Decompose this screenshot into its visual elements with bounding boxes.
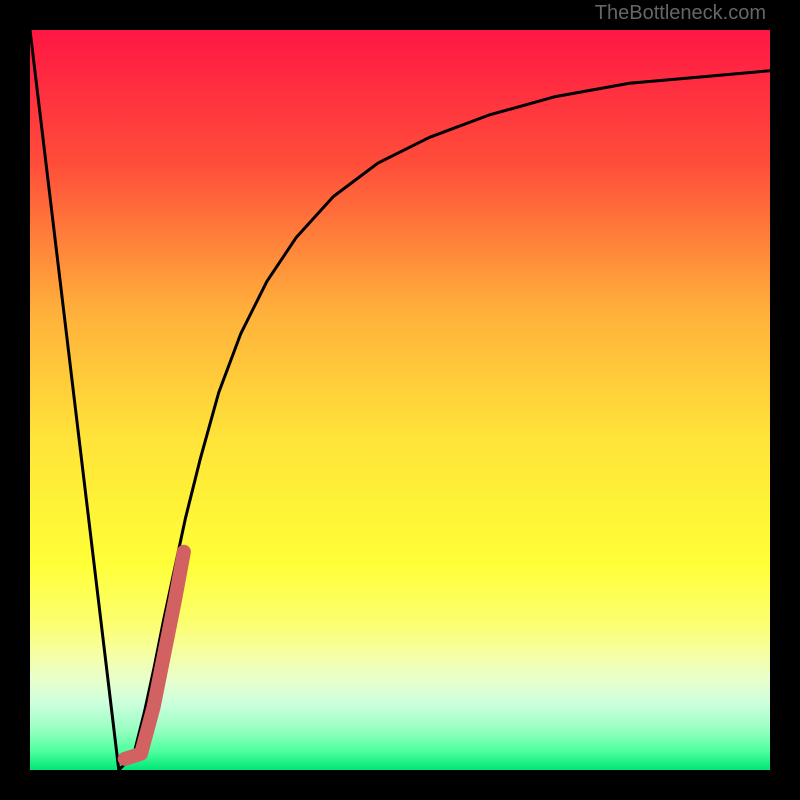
plot-area — [30, 30, 770, 770]
highlight-curve — [125, 552, 184, 759]
watermark-text: TheBottleneck.com — [595, 2, 766, 25]
curve-layer — [30, 30, 770, 770]
bottleneck-curve — [30, 30, 770, 770]
chart-container: TheBottleneck.com — [0, 0, 800, 800]
